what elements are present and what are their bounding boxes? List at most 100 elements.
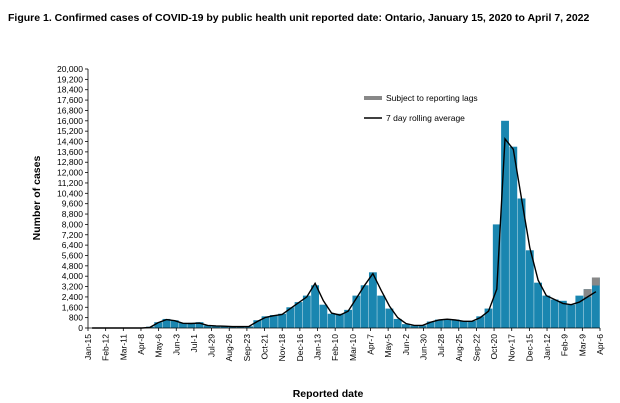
daily-case-bar: [319, 304, 328, 328]
daily-case-bar: [311, 285, 320, 328]
daily-case-bar: [410, 325, 419, 328]
reporting-lag-bar: [591, 277, 600, 286]
daily-case-bar: [368, 272, 377, 328]
x-tick-label: Oct-21: [260, 334, 270, 360]
x-tick-label: Jul-28: [436, 334, 446, 357]
x-tick-label: Jul-1: [189, 334, 199, 353]
daily-case-bar: [187, 322, 196, 328]
daily-case-bar: [385, 308, 394, 328]
daily-case-bar: [492, 224, 501, 328]
y-tick-label: 800: [69, 313, 83, 323]
y-tick-label: 3,200: [62, 282, 84, 292]
x-tick-label: Sep-23: [242, 334, 252, 362]
y-tick-label: 19,200: [57, 74, 83, 84]
daily-case-bar: [269, 315, 278, 328]
daily-case-bar: [501, 120, 509, 328]
daily-case-bar: [162, 318, 171, 328]
daily-case-bar: [203, 325, 212, 328]
daily-case-bar: [195, 322, 204, 328]
x-tick-label: Feb-9: [560, 334, 570, 356]
line-layer: [92, 137, 597, 329]
daily-case-bar: [212, 325, 220, 328]
daily-case-bar: [154, 322, 163, 328]
y-tick-label: 8,800: [62, 209, 84, 219]
y-tick-label: 5,600: [62, 250, 84, 260]
axes-layer: 08001,6002,4003,2004,0004,8005,6006,4007…: [57, 64, 605, 361]
x-tick-label: Jan-12: [542, 334, 552, 360]
y-tick-label: 16,000: [57, 116, 83, 126]
daily-case-bar: [393, 318, 402, 328]
figure-title: Figure 1. Confirmed cases of COVID-19 by…: [8, 12, 590, 24]
daily-case-bar: [418, 325, 427, 328]
x-tick-label: Dec-16: [295, 334, 305, 362]
daily-case-bar: [179, 322, 187, 328]
daily-case-bar: [352, 295, 361, 328]
daily-case-bar: [377, 295, 386, 328]
legend-label-line: 7 day rolling average: [386, 113, 465, 123]
daily-case-bar: [360, 285, 369, 328]
y-tick-label: 7,200: [62, 230, 84, 240]
x-tick-label: May-5: [383, 334, 393, 358]
x-tick-label: Apr-7: [365, 334, 375, 355]
y-tick-label: 0: [78, 323, 83, 333]
legend: Subject to reporting lags 7 day rolling …: [364, 93, 478, 123]
rolling-average-line: [92, 137, 597, 329]
y-tick-label: 1,600: [62, 302, 84, 312]
x-tick-label: Aug-25: [454, 334, 464, 362]
y-tick-label: 10,400: [57, 188, 83, 198]
daily-case-bar: [344, 309, 353, 328]
x-tick-label: Jan-13: [313, 334, 323, 360]
daily-case-bar: [567, 304, 576, 328]
daily-case-bar: [558, 300, 567, 328]
daily-case-bar: [451, 319, 460, 328]
daily-case-bar: [484, 308, 493, 328]
x-tick-label: Aug-26: [224, 334, 234, 362]
daily-case-bar: [583, 289, 592, 328]
x-tick-label: Jun-3: [171, 334, 181, 356]
daily-case-bar: [402, 324, 410, 328]
daily-case-bar: [459, 320, 468, 328]
y-tick-label: 16,800: [57, 105, 83, 115]
daily-case-bar: [550, 299, 559, 328]
y-tick-label: 4,000: [62, 271, 84, 281]
daily-case-bar: [426, 321, 435, 328]
y-tick-label: 6,400: [62, 240, 84, 250]
y-tick-label: 13,600: [57, 147, 83, 157]
x-tick-label: Jun-30: [418, 334, 428, 360]
y-tick-label: 12,000: [57, 168, 83, 178]
daily-case-bar: [575, 295, 584, 328]
daily-case-bar: [542, 295, 551, 328]
x-tick-label: Jul-29: [207, 334, 217, 357]
x-tick-label: Jan-15: [83, 334, 93, 360]
daily-case-bar: [509, 146, 518, 328]
y-tick-label: 2,400: [62, 292, 84, 302]
daily-case-bar: [170, 320, 179, 328]
x-tick-label: Nov-17: [507, 334, 517, 362]
daily-case-bar: [468, 320, 476, 328]
daily-case-bar: [294, 302, 303, 328]
daily-case-bar: [476, 316, 485, 328]
daily-case-bar: [327, 313, 336, 328]
daily-case-bar: [253, 320, 262, 328]
y-axis-label: Number of cases: [31, 156, 43, 241]
x-tick-label: Mar-9: [577, 334, 587, 356]
daily-case-bar: [302, 295, 311, 328]
x-tick-label: May-6: [154, 334, 164, 358]
legend-label-bars: Subject to reporting lags: [386, 93, 478, 103]
y-tick-label: 9,600: [62, 199, 84, 209]
y-tick-label: 20,000: [57, 64, 83, 74]
daily-case-bar: [278, 313, 286, 328]
x-tick-label: Dec-15: [524, 334, 534, 362]
y-tick-label: 11,200: [58, 178, 84, 188]
daily-case-bar: [534, 282, 542, 328]
daily-case-bar: [220, 326, 229, 328]
y-tick-label: 14,400: [57, 137, 83, 147]
x-tick-label: Oct-20: [489, 334, 499, 360]
bars-layer: [146, 120, 600, 328]
y-tick-label: 17,600: [57, 95, 83, 105]
x-tick-label: Nov-18: [277, 334, 287, 362]
y-tick-label: 15,200: [57, 126, 83, 136]
x-tick-label: Apr-8: [136, 334, 146, 355]
x-tick-label: Mar-11: [118, 334, 128, 361]
x-tick-label: Apr-6: [595, 334, 605, 355]
